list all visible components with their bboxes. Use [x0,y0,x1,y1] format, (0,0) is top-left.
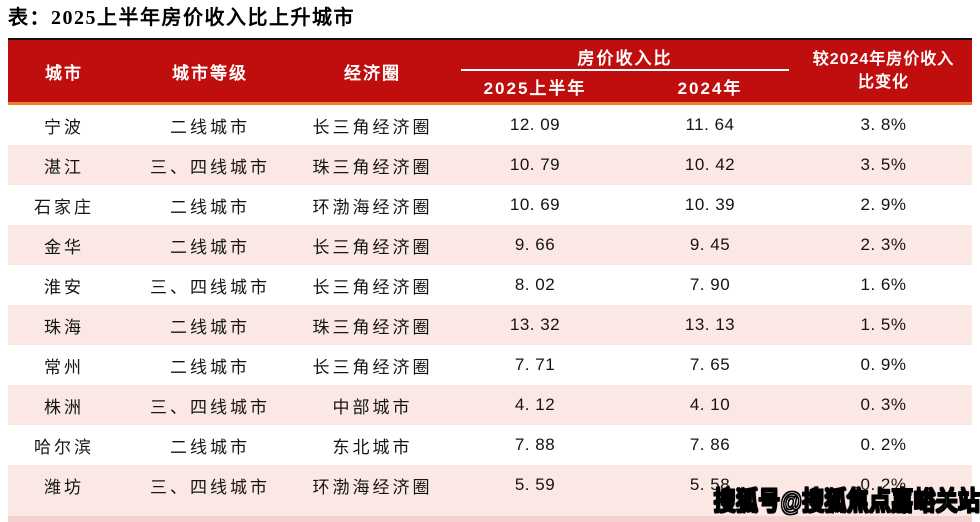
table-row: 珠海 二线城市 珠三角经济圈 13. 32 13. 13 1. 5% [8,305,972,345]
cell-econ-circle: 东北城市 [332,437,413,457]
cell-ratio-2024: 10. 42 [684,155,736,174]
table-row: 湛江 三、四线城市 珠三角经济圈 10. 79 10. 42 3. 5% [8,145,972,185]
cell-city-tier: 三、四线城市 [150,157,270,177]
price-income-ratio-table: 城市 城市等级 经济圈 房价收入比 2025上半年 2024年 较2024年房价… [8,38,972,522]
cell-ratio-2025: 7. 88 [514,435,556,454]
cell-econ-circle: 珠三角经济圈 [312,317,433,337]
cell-change: 0. 3% [860,395,907,414]
cell-ratio-2025: 7. 71 [514,355,556,374]
cell-city: 哈尔滨 [34,437,94,457]
cell-city: 金华 [44,237,84,257]
cell-ratio-2024: 7. 86 [689,435,731,454]
sohu-watermark: 搜狐号@搜狐焦点嘉峪关站 [713,485,980,516]
cell-change: 3. 5% [860,155,907,174]
table-row: 株洲 三、四线城市 中部城市 4. 12 4. 10 0. 3% [8,385,972,425]
cell-econ-circle: 长三角经济圈 [312,277,433,297]
cell-city-tier: 二线城市 [170,317,250,337]
cell-city: 宁波 [44,117,84,137]
table-row: 金华 二线城市 长三角经济圈 9. 66 9. 45 2. 3% [8,225,972,265]
cell-change: 3. 8% [860,115,907,134]
cell-econ-circle: 环渤海经济圈 [312,477,433,497]
table-row: 哈尔滨 二线城市 东北城市 7. 88 7. 86 0. 2% [8,425,972,465]
page-title: 表：2025上半年房价收入比上升城市 [8,7,355,29]
cell-ratio-2025: 10. 79 [509,155,561,174]
table-row: 石家庄 二线城市 环渤海经济圈 10. 69 10. 39 2. 9% [8,185,972,225]
cell-econ-circle: 中部城市 [332,397,413,417]
cell-city-tier: 二线城市 [170,357,250,377]
cell-ratio-2025: 8. 02 [514,275,556,294]
cell-ratio-2024: 13. 13 [684,315,736,334]
cell-ratio-2025: 13. 32 [509,315,561,334]
cell-city: 淮安 [44,277,84,297]
table-row: 潍坊 三、四线城市 环渤海经济圈 5. 59 5. 58 0. 2% [8,465,972,505]
cell-city-tier: 二线城市 [170,237,250,257]
cell-ratio-2024: 7. 65 [689,355,731,374]
cell-city: 潍坊 [44,477,84,497]
cell-change: 0. 9% [860,355,907,374]
header-city: 城市 [45,63,83,83]
cell-ratio-2025: 12. 09 [509,115,561,134]
cell-change: 2. 3% [860,235,907,254]
table-row: 常州 二线城市 长三角经济圈 7. 71 7. 65 0. 9% [8,345,972,385]
cell-city-tier: 二线城市 [170,437,250,457]
cell-econ-circle: 长三角经济圈 [312,357,433,377]
header-2025h1: 2025上半年 [483,79,587,98]
table-row: 淮安 三、四线城市 长三角经济圈 8. 02 7. 90 1. 6% [8,265,972,305]
cell-city: 株洲 [44,397,84,417]
cell-ratio-2025: 9. 66 [514,235,556,254]
cell-city: 珠海 [44,317,84,337]
cell-city-tier: 三、四线城市 [150,397,270,417]
cell-ratio-2024: 4. 10 [689,395,731,414]
cell-city-tier: 三、四线城市 [150,277,270,297]
cell-ratio-2025: 10. 69 [509,195,561,214]
header-change-line2: 比变化 [857,74,909,91]
header-change-vs-2024: 较2024年房价收入 比变化 [795,40,972,102]
cell-city: 湛江 [44,157,84,177]
cell-ratio-2025: 4. 12 [514,395,556,414]
cell-ratio-2024: 11. 64 [685,115,735,134]
cell-city-tier: 二线城市 [170,117,250,137]
cell-ratio-2024: 10. 39 [684,195,736,214]
cell-ratio-2024: 7. 90 [689,275,731,294]
cell-change: 1. 5% [860,315,907,334]
header-econ-circle: 经济圈 [344,63,401,83]
header-2024: 2024年 [677,79,743,98]
table-bottom-border [8,505,972,522]
cell-change: 0. 2% [860,475,907,494]
cell-econ-circle: 长三角经济圈 [312,117,433,137]
cell-econ-circle: 长三角经济圈 [312,237,433,257]
table-row: 宁波 二线城市 长三角经济圈 12. 09 11. 64 3. 8% [8,105,972,145]
table-header: 城市 城市等级 经济圈 房价收入比 2025上半年 2024年 较2024年房价… [8,38,972,105]
cell-econ-circle: 环渤海经济圈 [312,197,433,217]
cell-change: 0. 2% [860,435,907,454]
cell-change: 1. 6% [860,275,907,294]
cell-city-tier: 二线城市 [170,197,250,217]
cell-ratio-2024: 9. 45 [689,235,731,254]
table-body: 宁波 二线城市 长三角经济圈 12. 09 11. 64 3. 8% 湛江 三、… [8,105,972,505]
cell-city: 常州 [44,357,84,377]
cell-city: 石家庄 [34,197,94,217]
cell-change: 2. 9% [860,195,907,214]
header-ratio-group: 房价收入比 [461,44,789,71]
cell-ratio-2024: 5. 58 [689,475,731,494]
cell-ratio-2025: 5. 59 [514,475,556,494]
cell-econ-circle: 珠三角经济圈 [312,157,433,177]
header-city-tier: 城市等级 [172,63,248,83]
header-change-line1: 较2024年房价收入 [812,50,955,68]
cell-city-tier: 三、四线城市 [150,477,270,497]
